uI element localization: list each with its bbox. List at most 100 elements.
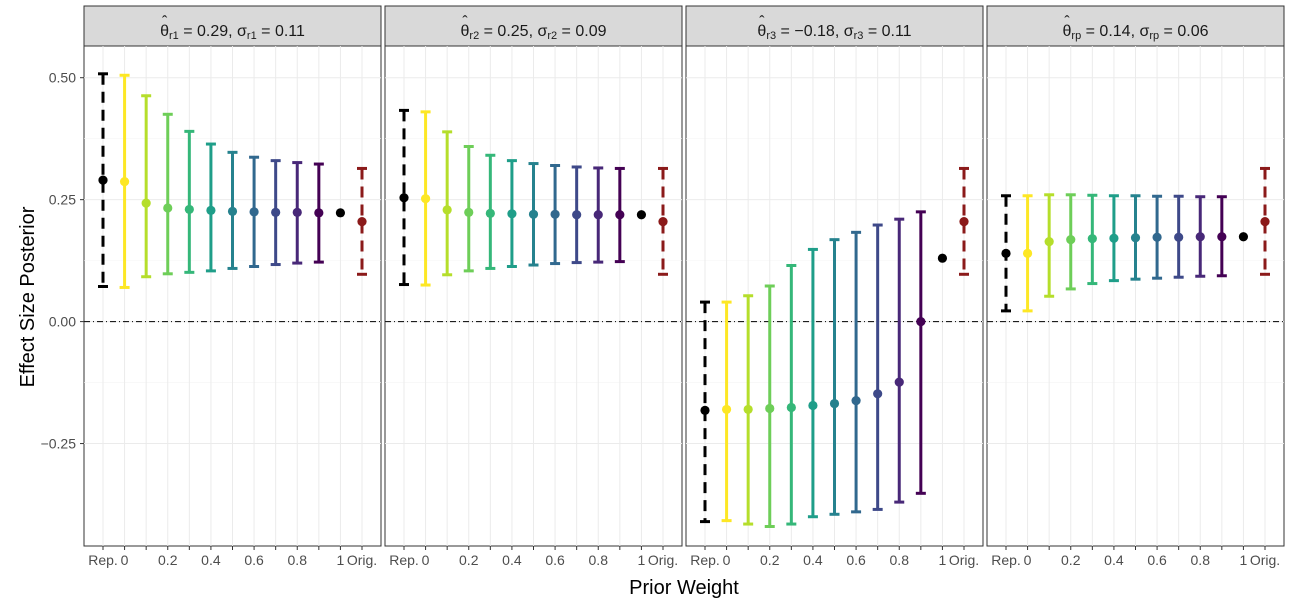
facet-panel-3: θr3 = −0.18, σr3 = 0.11 Rep. 0 0.2 0.4 0.6 0.8… [685,5,984,568]
x-tick-label: Rep. [389,552,419,568]
x-axis-title: Prior Weight [629,577,739,599]
point-estimate [743,404,753,415]
point-estimate [1130,233,1141,243]
point-estimate [528,209,539,219]
point-estimate [314,208,324,218]
point-estimate [894,377,904,387]
point-estimate [873,389,883,399]
point-estimate [98,175,108,185]
x-tick-label: Rep. [690,552,720,568]
point-estimate [399,193,409,203]
point-estimate [615,210,625,220]
point-estimate [1087,234,1097,244]
theta-hat-accent: ˆ [1064,14,1070,31]
point-estimate [507,209,517,219]
point-estimate [442,205,452,215]
point-estimate [335,208,346,218]
y-tick-label: 0.25 [49,192,76,208]
point-estimate [1217,232,1227,242]
point-estimate [485,208,495,218]
point-estimate [1174,232,1184,242]
point-estimate [292,207,302,217]
x-tick-label: 0.8 [1191,552,1211,568]
x-tick-label: 0.8 [288,552,308,568]
y-tick-label: 0.50 [49,70,76,86]
point-estimate [916,317,926,327]
x-tick-label: 0.2 [760,552,780,568]
facet-strip [384,5,683,47]
point-estimate [572,210,582,220]
point-estimate [119,177,130,187]
x-tick-label: Orig. [347,552,377,568]
point-estimate [1022,248,1033,258]
point-estimate [1109,233,1119,243]
x-tick-label: 0 [1024,552,1032,568]
x-tick-label: 1 [638,552,646,568]
x-tick-label: 0 [121,552,129,568]
point-estimate [1152,232,1162,242]
point-estimate [249,207,259,217]
x-tick-label: 0.6 [1147,552,1167,568]
point-estimate [1260,217,1270,227]
point-estimate [1195,232,1205,242]
point-estimate [464,207,474,217]
facet-strip-label: θr2 = 0.25, σr2 = 0.09 [461,23,607,42]
point-estimate [593,210,603,220]
point-estimate [1044,237,1054,247]
x-tick-label: 0.4 [1104,552,1124,568]
facet-strip [685,5,984,47]
point-estimate [357,217,367,227]
point-estimate [808,400,818,411]
x-tick-label: 1 [1240,552,1248,568]
theta-hat-accent: ˆ [162,14,168,31]
x-tick-label: 1 [337,552,345,568]
x-tick-label: Orig. [1250,552,1280,568]
point-estimate [163,203,173,213]
x-tick-label: 0.6 [545,552,565,568]
point-estimate [959,217,969,227]
point-estimate [271,207,281,217]
x-tick-label: Rep. [88,552,118,568]
x-tick-label: Rep. [991,552,1021,568]
x-tick-label: 0.2 [459,552,479,568]
point-estimate [937,253,948,263]
point-estimate [636,210,647,220]
y-tick-label: 0.00 [49,314,76,330]
x-tick-label: 0 [723,552,731,568]
point-estimate [141,198,151,208]
facet-panel-4: θrp = 0.14, σrp = 0.06 Rep. 0 0.2 0.4 0.6 0.8 1… [986,5,1285,568]
x-tick-label: 1 [939,552,947,568]
point-estimate [1001,248,1011,258]
facet-strip-label: θr3 = −0.18, σr3 = 0.11 [757,23,911,42]
facet-strip [83,5,382,47]
x-tick-label: 0.4 [502,552,522,568]
point-estimate [851,396,861,406]
theta-hat-accent: ˆ [759,14,765,31]
x-tick-label: 0.4 [201,552,221,568]
x-tick-label: Orig. [648,552,678,568]
x-tick-label: 0.8 [589,552,609,568]
point-estimate [184,204,194,215]
point-estimate [786,402,796,413]
x-tick-label: 0 [422,552,430,568]
point-estimate [658,217,668,227]
x-tick-label: 0.6 [846,552,866,568]
x-tick-label: 0.8 [890,552,910,568]
point-estimate [721,404,732,415]
point-estimate [420,194,431,204]
x-tick-label: Orig. [949,552,979,568]
facet-panel-1: θr1 = 0.29, σr1 = 0.11 Rep. 0 0.2 0.4 0.6 0.8 1… [83,5,382,568]
x-tick-label: 0.4 [803,552,823,568]
point-estimate [1066,235,1076,245]
point-estimate [227,206,238,216]
facet-strip-label: θrp = 0.14, σrp = 0.06 [1063,23,1209,42]
point-estimate [700,405,710,415]
theta-hat-accent: ˆ [462,14,468,31]
facet-strip [986,5,1285,47]
y-axis-title: Effect Size Posterior [17,206,39,387]
facet-strip-label: θr1 = 0.29, σr1 = 0.11 [160,23,305,42]
point-estimate [829,398,840,409]
point-estimate [550,209,560,219]
